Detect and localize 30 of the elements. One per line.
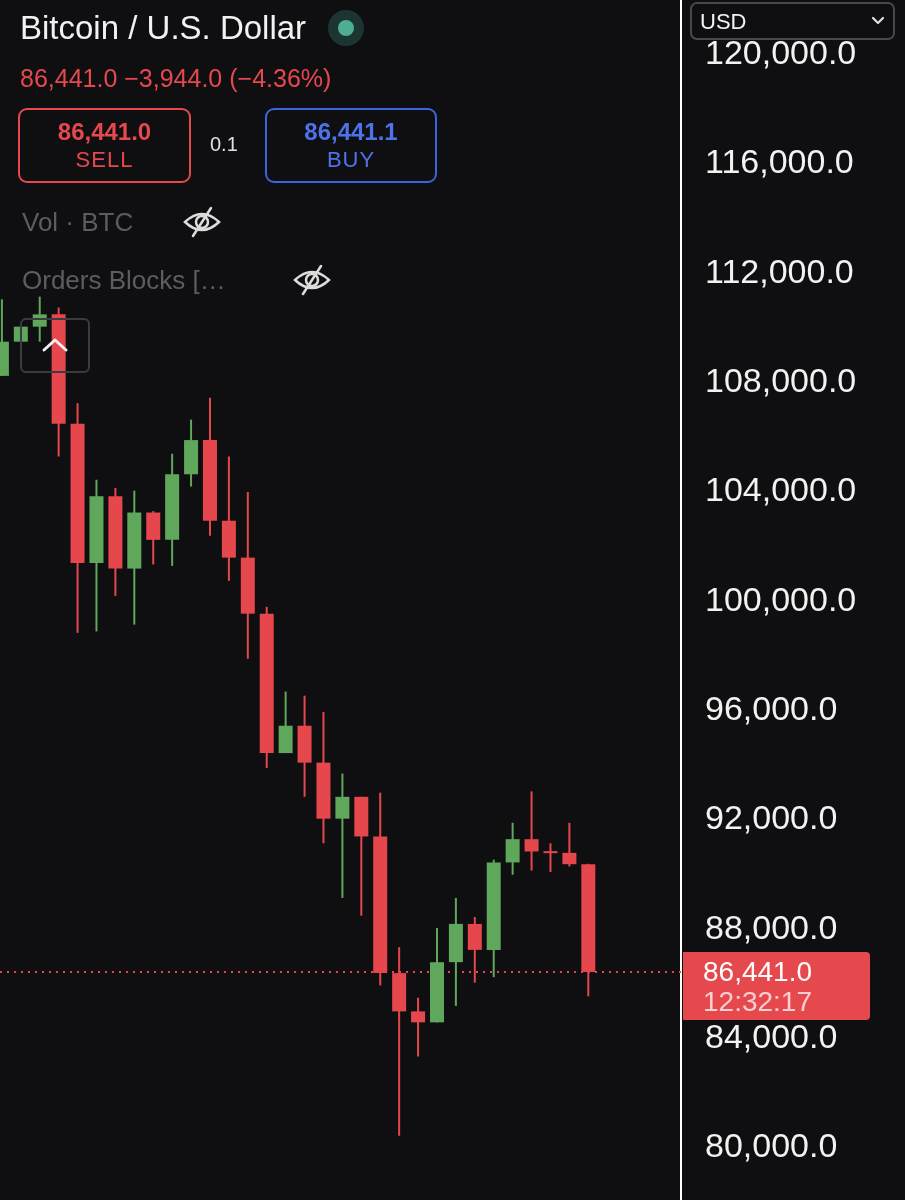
annotation: 86,441.0	[56, 118, 153, 146]
y-tick-label: 108,000.0	[705, 361, 857, 400]
chart-title: Bitcoin / U.S. Dollar	[20, 8, 307, 48]
candlestick	[543, 842, 558, 873]
y-tick-label: 112,000.0	[705, 251, 854, 290]
y-tick-label: 92,000.0	[705, 798, 838, 837]
annotation: SELL	[74, 146, 135, 174]
annotation: Orders Blocks […	[22, 265, 226, 295]
candlestick	[335, 772, 350, 899]
y-tick-label: 104,000.0	[705, 470, 857, 509]
annotation: 86,441.1	[303, 118, 399, 146]
buy-button: 86,441.1 BUY	[265, 108, 437, 183]
candlestick	[505, 821, 520, 876]
y-tick-label: 84,000.0	[705, 1017, 838, 1056]
sell-button: 86,441.0 SELL	[18, 108, 191, 183]
y-tick-label: 116,000.0	[705, 142, 854, 181]
y-tick-label: 100,000.0	[705, 579, 857, 618]
y-tick-label: 96,000.0	[705, 689, 838, 728]
text: 86,441.0 −3,944.0 (−4.36%)	[20, 64, 332, 92]
candlestick	[524, 790, 539, 872]
price-tag: 86,441.0 12:32:17	[683, 952, 870, 1020]
candlestick	[562, 821, 577, 868]
annotation: 0.1	[210, 133, 238, 155]
annotation: BUY	[325, 146, 377, 174]
y-tick-label: 80,000.0	[705, 1126, 838, 1165]
currency-dropdown: USD	[690, 2, 895, 40]
annotation: Vol · BTC	[22, 207, 134, 237]
y-tick-label: 88,000.0	[705, 907, 838, 946]
candlestick	[411, 996, 426, 1058]
ref-line-label: 86,441.0	[703, 955, 813, 988]
